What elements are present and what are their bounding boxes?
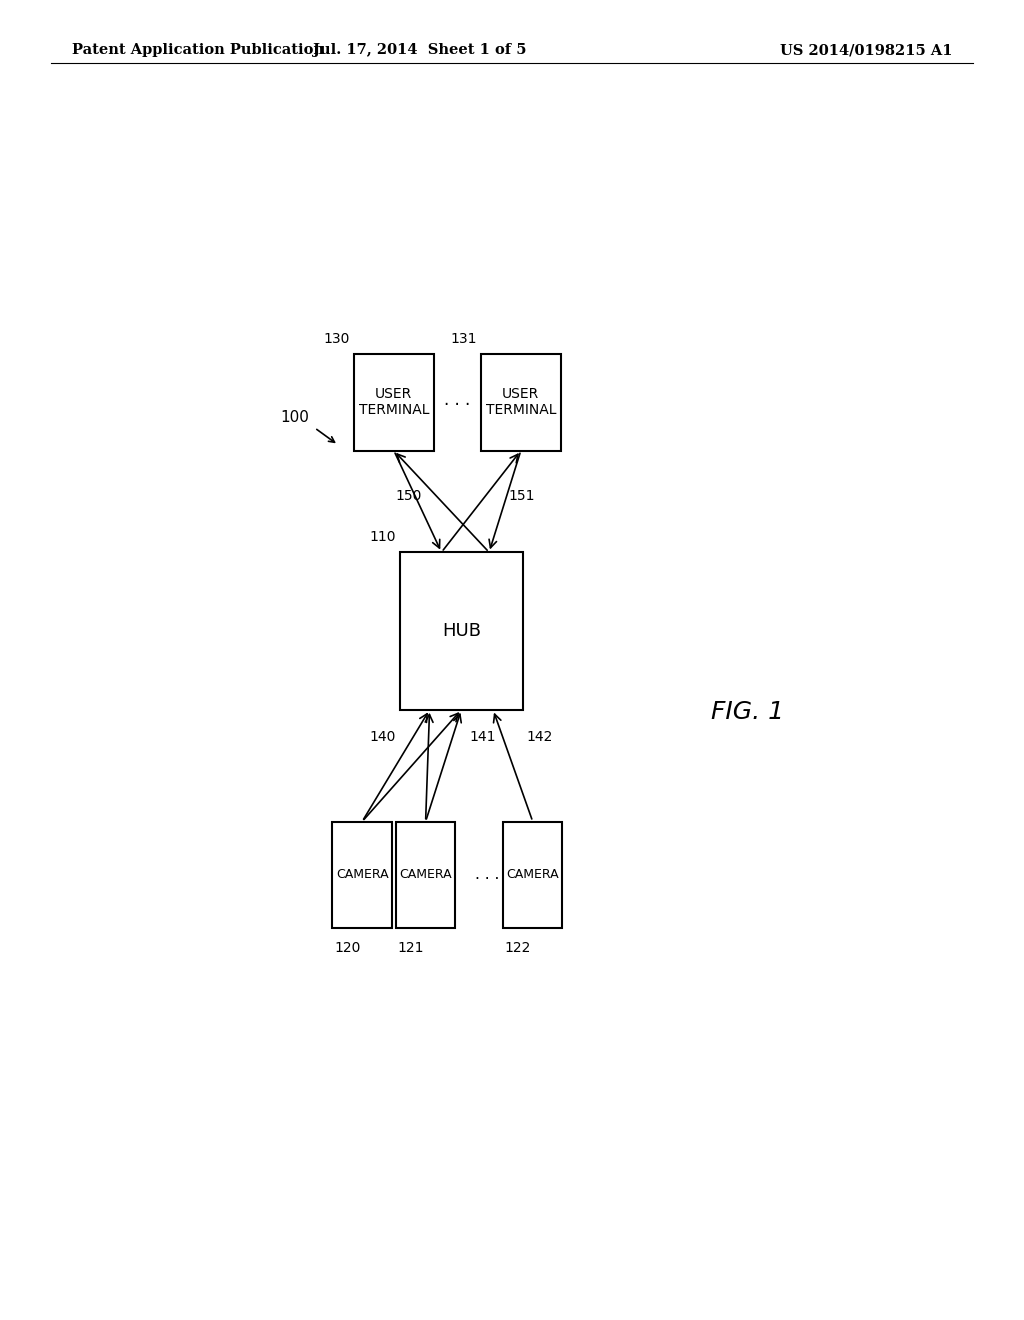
Bar bbox=[481, 354, 560, 450]
Text: . . .: . . . bbox=[444, 391, 470, 409]
Text: Patent Application Publication: Patent Application Publication bbox=[72, 44, 324, 57]
Text: 131: 131 bbox=[451, 331, 477, 346]
Text: CAMERA: CAMERA bbox=[507, 869, 559, 882]
Text: USER
TERMINAL: USER TERMINAL bbox=[358, 387, 429, 417]
Text: 130: 130 bbox=[324, 331, 350, 346]
Bar bbox=[396, 821, 456, 928]
Text: 100: 100 bbox=[281, 411, 309, 425]
Text: 141: 141 bbox=[469, 730, 496, 744]
Bar bbox=[333, 821, 392, 928]
Text: 140: 140 bbox=[370, 730, 396, 744]
Text: HUB: HUB bbox=[441, 622, 481, 640]
Bar bbox=[354, 354, 433, 450]
Text: 120: 120 bbox=[334, 941, 360, 954]
Bar bbox=[399, 552, 523, 710]
Bar bbox=[503, 821, 562, 928]
Text: 122: 122 bbox=[505, 941, 530, 954]
Text: US 2014/0198215 A1: US 2014/0198215 A1 bbox=[780, 44, 952, 57]
Text: CAMERA: CAMERA bbox=[399, 869, 452, 882]
Text: . . .: . . . bbox=[475, 867, 500, 883]
Text: CAMERA: CAMERA bbox=[336, 869, 388, 882]
Text: USER
TERMINAL: USER TERMINAL bbox=[485, 387, 556, 417]
Text: 110: 110 bbox=[370, 531, 396, 544]
Text: 151: 151 bbox=[509, 490, 536, 503]
Text: 142: 142 bbox=[526, 730, 553, 744]
Text: 150: 150 bbox=[395, 490, 422, 503]
Text: FIG. 1: FIG. 1 bbox=[711, 701, 783, 725]
Text: 121: 121 bbox=[397, 941, 424, 954]
Text: Jul. 17, 2014  Sheet 1 of 5: Jul. 17, 2014 Sheet 1 of 5 bbox=[313, 44, 526, 57]
